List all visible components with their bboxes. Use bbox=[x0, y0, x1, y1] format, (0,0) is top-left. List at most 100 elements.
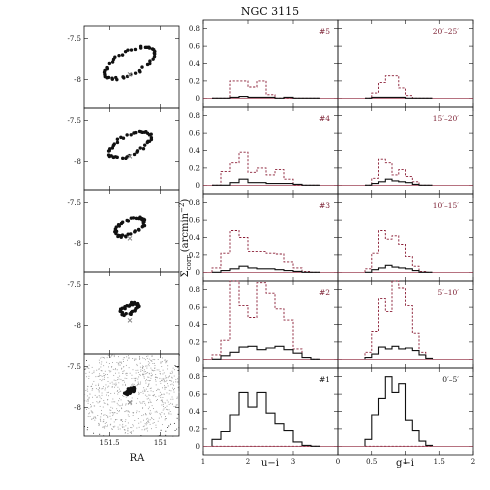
field-source-dot bbox=[153, 393, 155, 395]
field-source-dot bbox=[120, 378, 122, 380]
field-source-dot bbox=[142, 392, 144, 394]
field-source-dot bbox=[103, 426, 105, 428]
field-source-dot bbox=[172, 387, 174, 389]
field-source-dot bbox=[98, 383, 100, 385]
sky-panel-frame bbox=[83, 25, 180, 109]
gc-source-dot bbox=[147, 133, 152, 137]
field-source-dot bbox=[141, 366, 143, 368]
field-source-dot bbox=[92, 402, 94, 404]
field-source-dot bbox=[107, 415, 109, 417]
field-source-dot bbox=[161, 378, 163, 380]
field-source-dot bbox=[151, 360, 153, 362]
field-source-dot bbox=[166, 392, 168, 394]
field-source-dot bbox=[120, 419, 122, 421]
field-source-dot bbox=[119, 428, 121, 430]
field-source-dot bbox=[142, 365, 144, 367]
field-source-dot bbox=[118, 356, 119, 358]
field-source-dot bbox=[161, 404, 163, 406]
x-tick-label: 0 bbox=[336, 458, 340, 466]
y-tick-label: 0.6 bbox=[189, 130, 201, 138]
field-source-dot bbox=[168, 389, 170, 391]
field-source-dot bbox=[118, 364, 120, 366]
field-source-dot bbox=[102, 426, 104, 428]
field-source-dot bbox=[114, 369, 116, 371]
field-source-dot bbox=[112, 398, 114, 400]
field-source-dot bbox=[152, 363, 154, 364]
field-source-dot bbox=[101, 409, 102, 411]
gc-source-dot bbox=[129, 72, 133, 77]
field-source-dot bbox=[112, 354, 114, 356]
field-source-dot bbox=[119, 405, 121, 407]
field-source-dot bbox=[124, 377, 126, 379]
field-source-dot bbox=[90, 406, 92, 408]
field-source-dot bbox=[86, 400, 88, 402]
galaxy-center-marker bbox=[127, 318, 133, 323]
field-source-dot bbox=[151, 369, 153, 371]
field-source-dot bbox=[148, 372, 150, 374]
field-source-dot bbox=[92, 396, 94, 398]
field-source-dot bbox=[138, 355, 140, 357]
field-source-dot bbox=[164, 407, 166, 408]
field-source-dot bbox=[99, 375, 100, 377]
field-source-dot bbox=[106, 361, 108, 363]
field-source-dot bbox=[132, 424, 134, 426]
field-source-dot bbox=[131, 392, 133, 394]
field-source-dot bbox=[146, 365, 148, 367]
field-source-dot bbox=[149, 410, 151, 412]
field-source-dot bbox=[173, 422, 175, 424]
y-tick-label: 0 bbox=[196, 182, 200, 190]
field-source-dot bbox=[140, 421, 142, 423]
field-source-dot bbox=[155, 424, 157, 426]
field-source-dot bbox=[126, 374, 128, 376]
x-tick-label: 1.5 bbox=[434, 458, 445, 466]
field-source-dot bbox=[134, 420, 136, 421]
field-source-dot bbox=[99, 373, 100, 375]
field-source-dot bbox=[173, 375, 175, 377]
field-source-dot bbox=[92, 412, 94, 414]
field-source-dot bbox=[170, 380, 172, 382]
field-source-dot bbox=[136, 385, 138, 387]
field-source-dot bbox=[155, 396, 157, 398]
y-tick-label: 0 bbox=[196, 95, 200, 103]
field-source-dot bbox=[93, 418, 95, 419]
field-source-dot bbox=[135, 358, 137, 360]
gc-source-dot bbox=[133, 47, 138, 52]
gc-source-dot bbox=[125, 392, 130, 397]
field-source-dot bbox=[150, 402, 152, 403]
field-source-dot bbox=[102, 406, 104, 408]
field-source-dot bbox=[124, 429, 126, 431]
field-source-dot bbox=[113, 354, 115, 356]
field-source-dot bbox=[85, 368, 87, 370]
field-source-dot bbox=[131, 397, 133, 399]
field-source-dot bbox=[171, 396, 173, 398]
field-source-dot bbox=[164, 419, 166, 421]
field-source-dot bbox=[123, 357, 125, 359]
field-source-dot bbox=[147, 420, 149, 422]
field-source-dot bbox=[100, 366, 102, 368]
field-source-dot bbox=[145, 404, 146, 406]
field-source-dot bbox=[140, 402, 142, 404]
field-source-dot bbox=[164, 359, 166, 361]
field-source-dot bbox=[111, 428, 112, 430]
field-source-dot bbox=[99, 418, 101, 420]
field-source-dot bbox=[150, 390, 152, 392]
row-label: #3 bbox=[319, 201, 330, 210]
field-source-dot bbox=[142, 357, 144, 359]
gc-source-dot bbox=[141, 221, 145, 225]
row-label: #1 bbox=[319, 375, 330, 384]
gc-source-dot bbox=[106, 153, 111, 157]
field-source-dot bbox=[139, 356, 140, 358]
field-source-dot bbox=[156, 369, 158, 371]
field-source-dot bbox=[125, 384, 126, 386]
field-source-dot bbox=[135, 369, 137, 371]
gc-source-dot bbox=[138, 70, 142, 74]
ylabel-unit: (arcmin bbox=[180, 212, 191, 252]
field-source-dot bbox=[156, 377, 158, 379]
field-source-dot bbox=[164, 386, 166, 388]
field-source-dot bbox=[127, 359, 128, 361]
field-source-dot bbox=[126, 377, 128, 379]
field-source-dot bbox=[144, 390, 146, 392]
x-tick-label: 2 bbox=[246, 458, 250, 466]
field-source-dot bbox=[172, 372, 173, 374]
field-source-dot bbox=[84, 400, 86, 402]
